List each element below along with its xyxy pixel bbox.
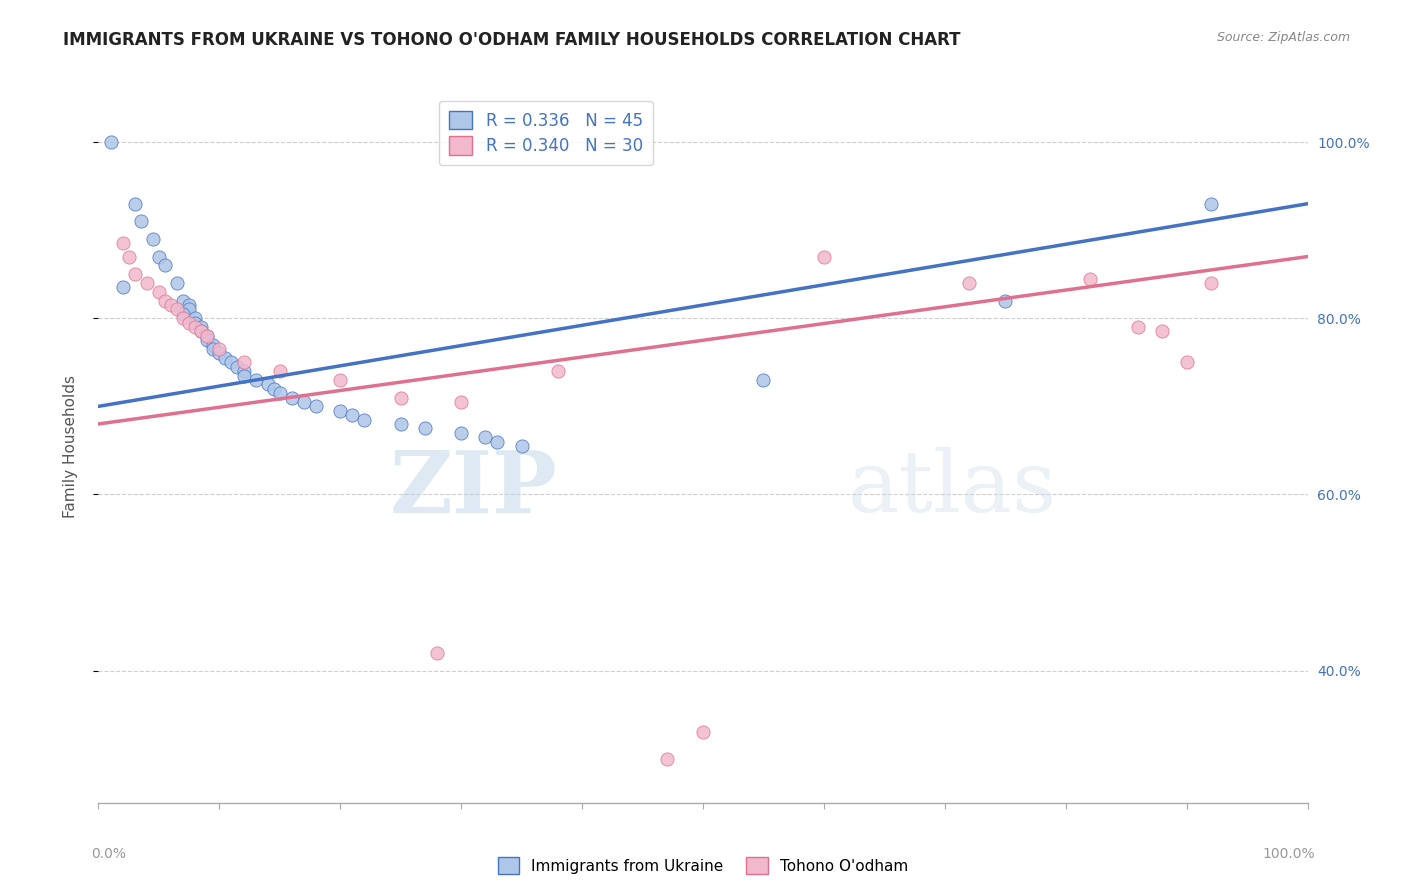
Point	[281, 391, 304, 405]
Text: Source: ZipAtlas.com: Source: ZipAtlas.com	[1216, 31, 1350, 45]
Point	[124, 196, 146, 211]
Point	[111, 280, 134, 294]
Point	[510, 439, 533, 453]
Point	[994, 293, 1017, 308]
Point	[195, 333, 218, 347]
Point	[160, 298, 183, 312]
Point	[413, 421, 436, 435]
Point	[172, 307, 194, 321]
Point	[221, 355, 243, 369]
Point	[450, 395, 472, 409]
Point	[353, 412, 375, 426]
Point	[208, 342, 231, 356]
Point	[547, 364, 569, 378]
Point	[1152, 325, 1174, 339]
Point	[474, 430, 496, 444]
Point	[305, 400, 328, 414]
Point	[752, 373, 775, 387]
Point	[179, 302, 201, 317]
Point	[148, 285, 170, 299]
Point	[172, 293, 194, 308]
Point	[202, 342, 225, 356]
Point	[179, 316, 201, 330]
Point	[124, 267, 146, 281]
Point	[426, 646, 449, 660]
Point	[172, 311, 194, 326]
Point	[269, 364, 291, 378]
Point	[1078, 271, 1101, 285]
Point	[692, 725, 714, 739]
Point	[389, 417, 412, 431]
Point	[957, 276, 980, 290]
Point	[655, 752, 678, 766]
Point	[190, 325, 212, 339]
Point	[195, 329, 218, 343]
Point	[184, 316, 207, 330]
Point	[153, 259, 176, 273]
Point	[1128, 320, 1150, 334]
Point	[226, 359, 249, 374]
Point	[292, 395, 315, 409]
Point	[184, 311, 207, 326]
Legend: R = 0.336   N = 45, R = 0.340   N = 30: R = 0.336 N = 45, R = 0.340 N = 30	[439, 101, 652, 165]
Point	[202, 337, 225, 351]
Point	[232, 364, 254, 378]
Point	[232, 368, 254, 383]
Point	[142, 232, 165, 246]
Point	[450, 425, 472, 440]
Point	[153, 293, 176, 308]
Y-axis label: Family Households: Family Households	[63, 375, 77, 517]
Point	[214, 351, 236, 365]
Point	[263, 382, 285, 396]
Point	[486, 434, 509, 449]
Point	[100, 135, 122, 149]
Point	[129, 214, 152, 228]
Point	[166, 276, 188, 290]
Point	[1199, 196, 1222, 211]
Point	[111, 236, 134, 251]
Point	[135, 276, 157, 290]
Text: atlas: atlas	[848, 447, 1057, 531]
Point	[329, 373, 352, 387]
Point	[245, 373, 267, 387]
Point	[190, 325, 212, 339]
Point	[166, 302, 188, 317]
Point	[342, 408, 364, 422]
Point	[208, 346, 231, 360]
Text: 100.0%: 100.0%	[1263, 847, 1315, 861]
Point	[190, 320, 212, 334]
Point	[813, 250, 835, 264]
Point	[269, 386, 291, 401]
Point	[179, 298, 201, 312]
Point	[232, 355, 254, 369]
Point	[148, 250, 170, 264]
Point	[195, 329, 218, 343]
Point	[184, 320, 207, 334]
Text: IMMIGRANTS FROM UKRAINE VS TOHONO O'ODHAM FAMILY HOUSEHOLDS CORRELATION CHART: IMMIGRANTS FROM UKRAINE VS TOHONO O'ODHA…	[63, 31, 960, 49]
Legend: Immigrants from Ukraine, Tohono O'odham: Immigrants from Ukraine, Tohono O'odham	[492, 851, 914, 880]
Text: ZIP: ZIP	[389, 447, 558, 531]
Point	[1199, 276, 1222, 290]
Point	[118, 250, 141, 264]
Point	[1175, 355, 1198, 369]
Text: 0.0%: 0.0%	[91, 847, 127, 861]
Point	[256, 377, 278, 392]
Point	[389, 391, 412, 405]
Point	[329, 403, 352, 417]
